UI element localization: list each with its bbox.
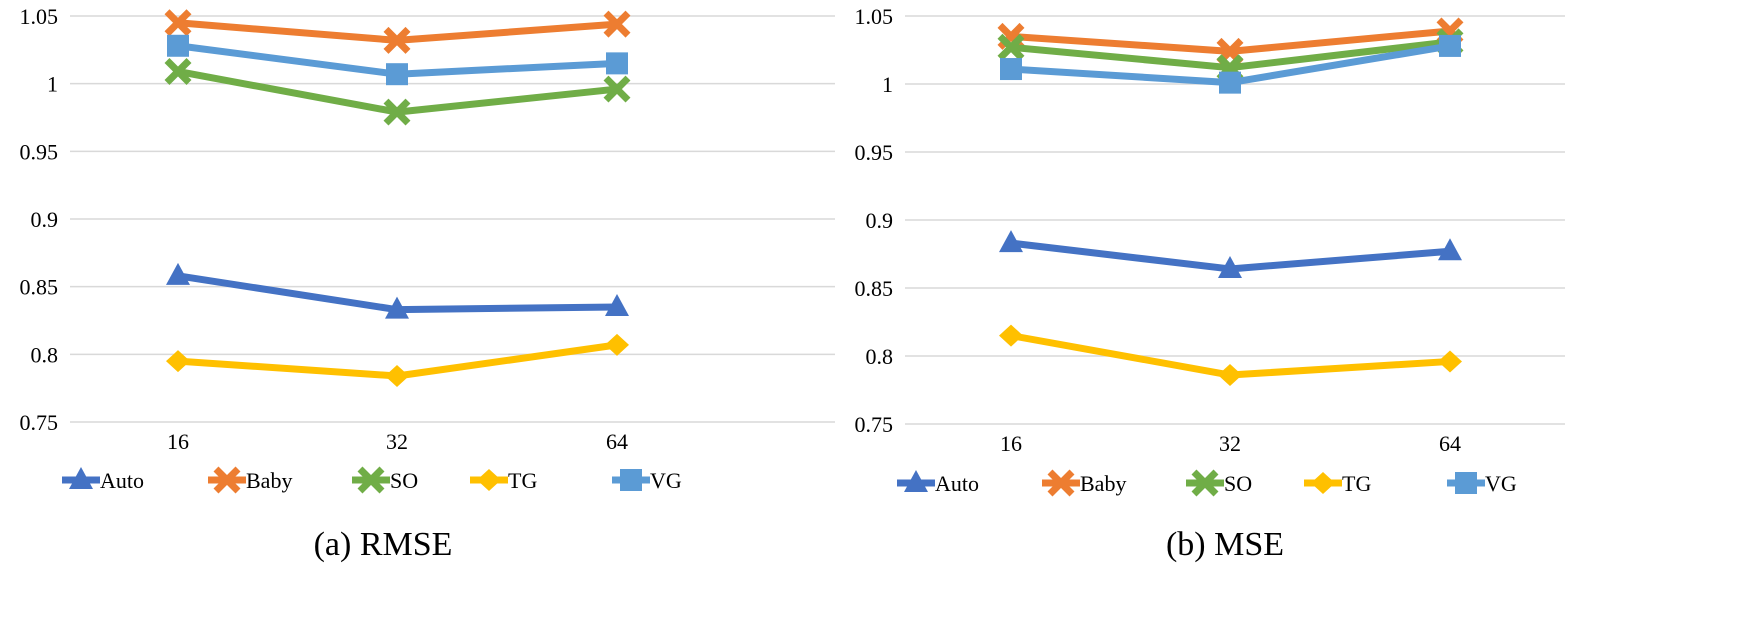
y-tick-label: 1 xyxy=(882,72,893,97)
y-tick-label: 1 xyxy=(47,72,58,97)
y-tick-label: 0.85 xyxy=(20,275,59,300)
legend-marker-baby xyxy=(213,466,241,494)
point-vg xyxy=(1439,34,1461,57)
point-baby xyxy=(383,26,411,54)
point-vg xyxy=(606,52,628,75)
y-tick-label: 0.8 xyxy=(31,342,59,367)
point-tg xyxy=(1438,350,1462,373)
point-tg xyxy=(605,333,629,356)
point-auto xyxy=(605,293,629,316)
legend-marker-baby xyxy=(1047,469,1075,497)
point-vg xyxy=(1219,71,1241,94)
legend-label-baby: Baby xyxy=(246,468,292,493)
legend-marker-so xyxy=(357,466,385,494)
x-tick-label: 64 xyxy=(606,429,628,454)
legend-label-tg: TG xyxy=(1342,471,1371,496)
point-auto xyxy=(1438,238,1462,261)
point-so xyxy=(603,75,631,103)
chart-caption: (a) RMSE xyxy=(314,526,453,563)
x-tick-label: 32 xyxy=(386,429,408,454)
x-tick-label: 32 xyxy=(1219,431,1241,456)
point-auto xyxy=(1218,255,1242,278)
x-tick-label: 16 xyxy=(167,429,189,454)
legend-marker-vg xyxy=(1455,472,1477,494)
legend-marker-auto xyxy=(904,470,928,492)
legend-marker-auto xyxy=(69,467,93,489)
x-tick-label: 16 xyxy=(1000,431,1022,456)
point-baby xyxy=(603,10,631,38)
legend-label-so: SO xyxy=(1224,471,1252,496)
legend-marker-so xyxy=(1191,469,1219,497)
legend-label-auto: Auto xyxy=(100,468,144,493)
chart-caption: (b) MSE xyxy=(1166,526,1284,563)
legend-label-so: SO xyxy=(390,468,418,493)
y-tick-label: 1.05 xyxy=(855,4,894,29)
point-tg xyxy=(1218,364,1242,387)
chart-panel-rmse: 0.75 0.8 0.85 0.9 0.95 1 1.05 16 32 64 Auto Baby SO T… xyxy=(20,4,835,563)
y-tick-label: 0.9 xyxy=(866,208,894,233)
y-tick-label: 0.8 xyxy=(866,344,894,369)
legend-marker-vg xyxy=(620,469,642,491)
point-vg xyxy=(386,63,408,86)
point-baby xyxy=(164,9,192,37)
point-so xyxy=(383,98,411,126)
y-tick-label: 1.05 xyxy=(20,4,59,29)
point-auto xyxy=(166,262,190,285)
legend-label-vg: VG xyxy=(1485,471,1517,496)
point-vg xyxy=(167,34,189,57)
y-tick-label: 0.9 xyxy=(31,207,59,232)
legend-label-auto: Auto xyxy=(935,471,979,496)
y-tick-label: 0.95 xyxy=(20,139,59,164)
point-tg xyxy=(999,324,1023,347)
point-vg xyxy=(1000,58,1022,81)
y-tick-label: 0.75 xyxy=(20,410,59,435)
point-auto xyxy=(999,230,1023,253)
legend-label-baby: Baby xyxy=(1080,471,1126,496)
point-tg xyxy=(385,364,409,387)
chart-panel-mse: 0.75 0.8 0.85 0.9 0.95 1 1.05 16 32 64 Auto Baby SO T… xyxy=(855,4,1565,563)
point-so xyxy=(997,33,1025,61)
y-tick-label: 0.75 xyxy=(855,412,894,437)
point-tg xyxy=(166,350,190,373)
point-auto xyxy=(385,296,409,319)
y-tick-label: 0.85 xyxy=(855,276,894,301)
y-tick-label: 0.95 xyxy=(855,140,894,165)
legend-label-tg: TG xyxy=(508,468,537,493)
x-tick-label: 64 xyxy=(1439,431,1461,456)
point-so xyxy=(164,58,192,85)
legend-marker-tg xyxy=(1311,472,1335,494)
legend-label-vg: VG xyxy=(650,468,682,493)
legend-marker-tg xyxy=(477,469,501,491)
